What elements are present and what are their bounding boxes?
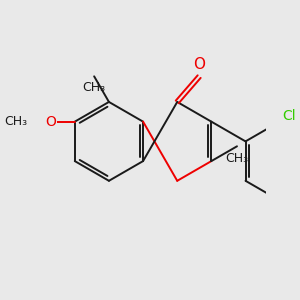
Text: CH₃: CH₃ [82,81,106,94]
Text: O: O [46,115,57,129]
Text: CH₃: CH₃ [225,152,248,165]
Text: Cl: Cl [283,109,296,123]
Text: CH₃: CH₃ [4,115,28,128]
Text: O: O [193,57,205,72]
